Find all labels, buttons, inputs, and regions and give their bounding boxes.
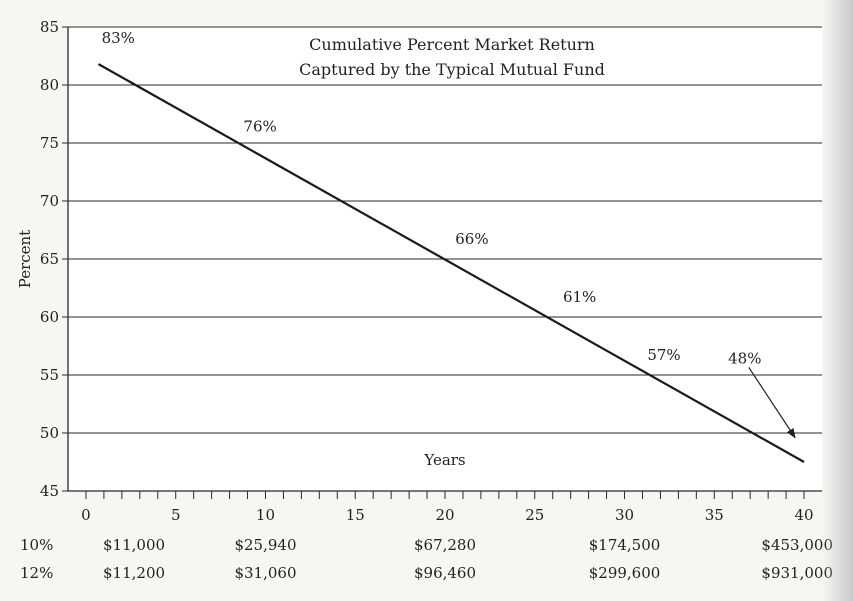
- page-edge-shadow: [823, 0, 853, 601]
- x-tick-label-5: 5: [171, 506, 181, 524]
- row-0-value-0: $11,000: [103, 536, 165, 554]
- row-0-value-40: $453,000: [761, 536, 833, 554]
- y-tick-label-80: 80: [40, 76, 59, 94]
- data-label-66pct: 66%: [455, 230, 488, 248]
- row-1-value-40: $931,000: [761, 564, 833, 582]
- chart-title-line-1: Cumulative Percent Market Return: [309, 35, 595, 54]
- x-axis-label: Years: [423, 451, 465, 469]
- x-tick-label-30: 30: [615, 506, 634, 524]
- y-tick-label-75: 75: [40, 134, 59, 152]
- y-tick-label-55: 55: [40, 366, 59, 384]
- x-tick-label-40: 40: [795, 506, 814, 524]
- annotation-arrow: [748, 367, 796, 439]
- y-tick-label-70: 70: [40, 192, 59, 210]
- data-label-83pct: 83%: [102, 29, 135, 47]
- x-tick-label-10: 10: [256, 506, 275, 524]
- row-0-value-10: $25,940: [234, 536, 296, 554]
- y-tick-label-45: 45: [40, 482, 59, 500]
- y-tick-label-60: 60: [40, 308, 59, 326]
- row-1-value-0: $11,200: [103, 564, 165, 582]
- x-tick-label-20: 20: [435, 506, 454, 524]
- series-line-0: [97, 63, 805, 463]
- row-1-value-20: $96,460: [414, 564, 476, 582]
- x-tick-label-15: 15: [346, 506, 365, 524]
- row-1-value-30: $299,600: [589, 564, 661, 582]
- y-tick-label-65: 65: [40, 250, 59, 268]
- y-axis-label: Percent: [16, 230, 34, 288]
- data-label-61pct: 61%: [563, 288, 596, 306]
- y-tick-label-85: 85: [40, 18, 59, 36]
- row-0-value-20: $67,280: [414, 536, 476, 554]
- x-tick-label-25: 25: [525, 506, 544, 524]
- row-label-10pct: 10%: [20, 536, 53, 554]
- data-label-57pct: 57%: [647, 346, 680, 364]
- row-0-value-30: $174,500: [589, 536, 661, 554]
- x-tick-label-35: 35: [705, 506, 724, 524]
- chart-title-line-2: Captured by the Typical Mutual Fund: [299, 60, 605, 79]
- x-tick-label-0: 0: [81, 506, 91, 524]
- data-label-48pct: 48%: [728, 349, 761, 367]
- y-tick-label-50: 50: [40, 424, 59, 442]
- data-label-76pct: 76%: [243, 117, 276, 135]
- row-label-12pct: 12%: [20, 564, 53, 582]
- row-1-value-10: $31,060: [234, 564, 296, 582]
